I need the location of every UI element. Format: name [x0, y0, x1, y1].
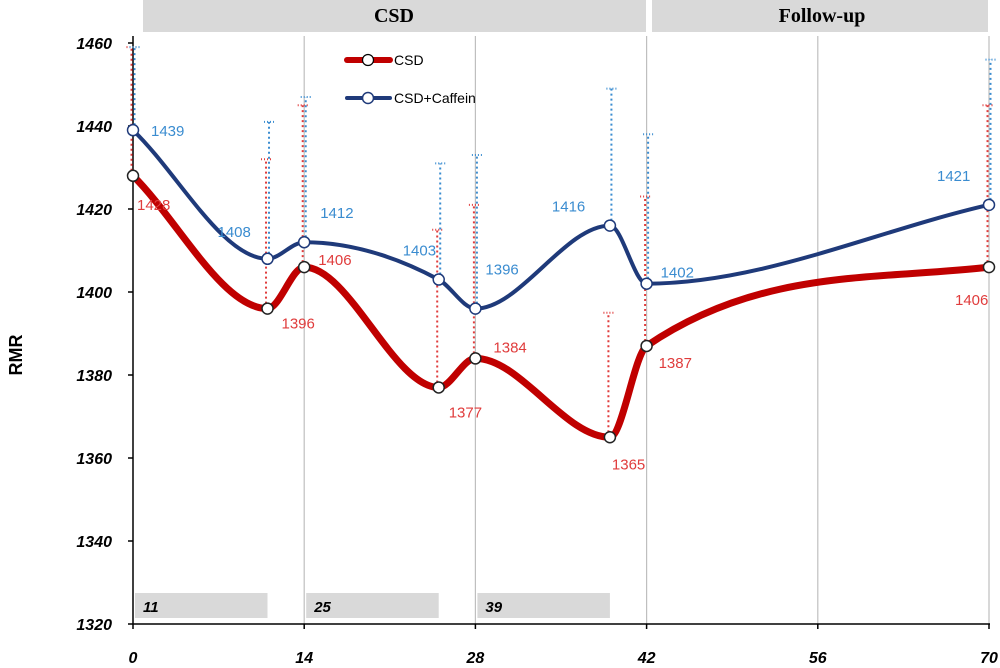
x-tick-label-70: 70 [980, 650, 998, 667]
data-label-csd-1: 1396 [282, 316, 315, 333]
data-points [126, 123, 996, 444]
legend-marker-csd [361, 53, 375, 67]
day-marker-box-39 [477, 593, 610, 618]
day-marker-label-11: 11 [143, 599, 159, 616]
x-tick-label-0: 0 [129, 650, 138, 667]
phase-bar-csd [143, 0, 646, 32]
data-label-csd-caffein-5: 1416 [552, 199, 585, 216]
y-axis-title: RMR [6, 335, 26, 376]
data-label-csd-caffein-4: 1396 [485, 262, 518, 279]
x-tick-label-28: 28 [466, 650, 485, 667]
day-marker-box-11 [135, 593, 268, 618]
data-point-csd-5 [603, 431, 617, 444]
data-point-csd-caffein-6 [640, 277, 653, 290]
day-marker-label-39: 39 [485, 599, 502, 616]
data-label-csd-caffein-1: 1408 [218, 224, 251, 241]
data-label-csd-3: 1377 [449, 404, 482, 421]
data-point-csd-caffein-3 [432, 273, 445, 286]
y-tick-label-1400: 1400 [76, 285, 112, 302]
data-point-csd-caffein-1 [261, 252, 274, 266]
phase-bar-follow-up [652, 0, 988, 32]
y-tick-label-1320: 1320 [76, 617, 112, 634]
y-tick-labels: 1320 1340 1360 1380 1400 1420 1440 1460 [76, 36, 112, 634]
data-label-csd-caffein-3: 1403 [403, 243, 436, 260]
data-labels: 1428 1396 1406 1377 1384 1365 1387 1406 1439 1408… [137, 123, 988, 473]
data-point-csd-caffein-2 [297, 235, 311, 249]
grid [132, 36, 990, 624]
data-point-csd-1 [261, 302, 274, 315]
axes [128, 42, 990, 629]
x-tick-labels: 0 14 28 42 56 70 [129, 650, 998, 667]
phase-label-csd: CSD [374, 5, 414, 27]
y-tick-label-1360: 1360 [76, 451, 112, 468]
data-point-csd-2 [297, 260, 311, 274]
phase-header: CSD Follow-up [143, 0, 988, 32]
data-point-csd-3 [432, 381, 445, 394]
legend-label-csd-caffein: CSD+Caffein [394, 90, 476, 106]
legend-marker-csd-caffein [361, 91, 375, 105]
data-label-csd-4: 1384 [493, 339, 526, 356]
data-label-csd-6: 1387 [659, 355, 692, 372]
data-point-csd-0 [126, 169, 140, 183]
data-point-csd-7 [982, 260, 996, 274]
x-tick-label-56: 56 [809, 650, 827, 667]
data-point-csd-caffein-7 [982, 198, 996, 212]
error-bars [126, 46, 996, 438]
data-label-csd-caffein-6: 1402 [661, 265, 694, 282]
legend: CSD CSD+Caffein [344, 52, 476, 106]
phase-label-follow-up: Follow-up [779, 5, 866, 27]
day-marker-box-25 [306, 593, 439, 618]
y-tick-label-1420: 1420 [76, 202, 112, 219]
legend-item-csd: CSD [344, 52, 424, 68]
x-tick-label-42: 42 [637, 650, 656, 667]
day-markers: 11 25 39 [135, 593, 610, 618]
legend-label-csd: CSD [394, 52, 424, 68]
y-tick-label-1440: 1440 [76, 119, 112, 136]
data-label-csd-caffein-7: 1421 [937, 168, 970, 185]
data-point-csd-4 [469, 352, 482, 365]
data-point-csd-6 [640, 339, 653, 353]
x-tick-label-14: 14 [295, 650, 313, 667]
data-point-csd-caffein-5 [603, 219, 617, 232]
data-label-csd-0: 1428 [137, 197, 170, 214]
series-line-csd-caffein [131, 128, 991, 311]
y-tick-label-1460: 1460 [76, 36, 112, 53]
series-lines [129, 128, 993, 441]
y-tick-label-1340: 1340 [76, 534, 112, 551]
day-marker-label-25: 25 [313, 599, 331, 616]
data-label-csd-caffein-0: 1439 [151, 123, 184, 140]
y-tick-label-1380: 1380 [76, 368, 112, 385]
legend-item-csd-caffein: CSD+Caffein [345, 90, 476, 106]
data-label-csd-caffein-2: 1412 [320, 205, 353, 222]
data-label-csd-5: 1365 [612, 456, 645, 473]
data-point-csd-caffein-0 [126, 123, 140, 137]
data-label-csd-2: 1406 [318, 252, 351, 269]
data-point-csd-caffein-4 [469, 302, 482, 315]
data-label-csd-7: 1406 [955, 292, 988, 309]
